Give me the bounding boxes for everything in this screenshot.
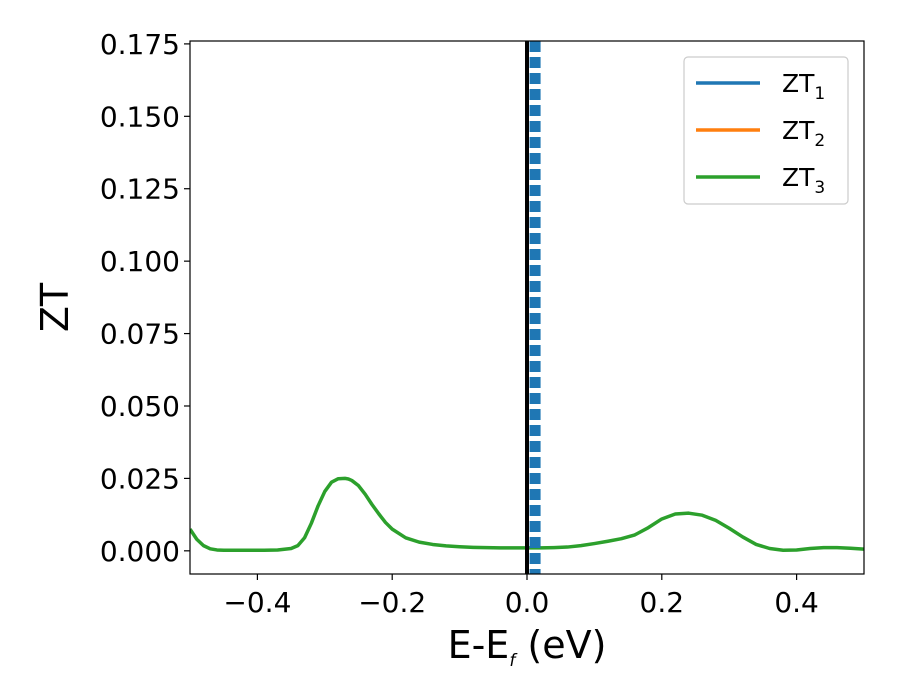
legend-label-zt1: ZT1 (782, 69, 825, 104)
y-tick-label: 0.100 (100, 245, 180, 278)
legend: ZT1 ZT2 ZT3 (683, 56, 849, 205)
axis-ticks: −0.4 −0.2 0.0 0.2 0.4 0.000 0.025 0.050 0.075 0.1… (100, 28, 819, 619)
y-axis-label: ZT (33, 282, 77, 332)
legend-label-zt2: ZT2 (782, 116, 825, 151)
x-axis-label-main: E-E (448, 623, 510, 667)
legend-label-zt3: ZT3 (782, 163, 825, 198)
y-tick-label: 0.050 (100, 390, 180, 423)
y-tick-label: 0.125 (100, 173, 180, 206)
y-tick-label: 0.000 (100, 535, 180, 568)
y-tick-label: 0.025 (100, 462, 180, 495)
x-tick-label: 0.2 (640, 586, 685, 619)
x-axis-label-subscript: f (509, 651, 518, 671)
x-tick-label: −0.4 (223, 586, 291, 619)
x-tick-label: −0.2 (358, 586, 426, 619)
y-tick-label: 0.175 (100, 28, 180, 61)
legend-box (683, 56, 849, 205)
y-tick-label: 0.075 (100, 318, 180, 351)
plot-area (190, 41, 864, 574)
x-axis-label-unit: (eV) (515, 623, 606, 667)
x-tick-label: 0.4 (774, 586, 819, 619)
y-tick-label: 0.150 (100, 100, 180, 133)
x-axis-label: E-Ef (eV) (448, 623, 607, 671)
series-line-zt3 (190, 476, 864, 552)
x-tick-label: 0.0 (505, 586, 550, 619)
